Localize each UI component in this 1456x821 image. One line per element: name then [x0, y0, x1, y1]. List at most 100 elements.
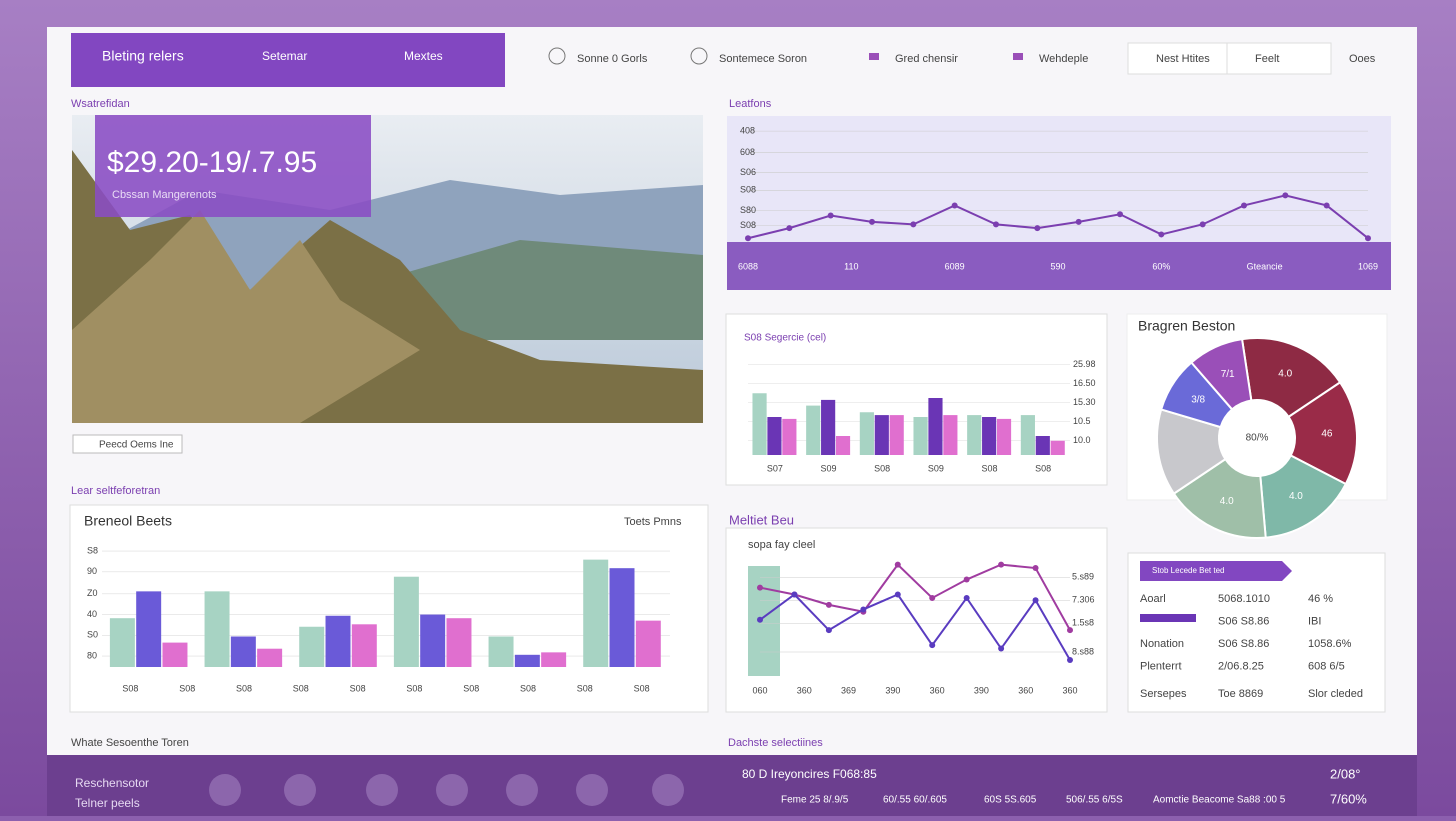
point [910, 221, 917, 228]
footer-icon [284, 774, 316, 806]
bar [1035, 436, 1050, 455]
hero-valley [380, 240, 703, 340]
bar [609, 568, 635, 667]
x-tick-label: S08 [577, 683, 593, 693]
bar [136, 591, 162, 667]
bar [257, 648, 283, 667]
slice-label: 3/8 [1191, 395, 1205, 406]
y-tick-label: S08 [740, 220, 756, 230]
y-tick-label: S0 [87, 630, 98, 640]
tab[interactable]: Setemar [262, 49, 307, 63]
point [894, 591, 901, 598]
point [998, 645, 1005, 652]
button[interactable] [72, 434, 183, 454]
row-label: Sersepes [1140, 688, 1187, 700]
footer-icon [652, 774, 684, 806]
point [1158, 231, 1165, 238]
footer-stat: 506/.55 6/5S [1066, 795, 1123, 806]
x-tick-label: S08 [874, 463, 890, 473]
point [1032, 597, 1039, 604]
card-title: Meltiet Beu [729, 512, 794, 527]
point [825, 601, 832, 608]
slice [1240, 337, 1342, 419]
section-label: Dachste selectiines [728, 737, 823, 749]
point [757, 584, 763, 591]
bar [204, 591, 230, 667]
y-tick-label: 408 [740, 125, 755, 135]
input[interactable] [1226, 42, 1332, 75]
point [786, 225, 793, 232]
footer-stat: Aomctie Beacome Sa88 :00 5 [1153, 795, 1286, 806]
tool-label[interactable]: Gred chensir [895, 53, 958, 65]
tool-label[interactable]: Nest Htites [1156, 53, 1210, 65]
bar [162, 642, 188, 667]
cell: S06 S8.86 [1218, 638, 1269, 650]
point [827, 212, 834, 219]
row-label: Aoarl [1140, 593, 1166, 605]
tab[interactable]: Mextes [404, 49, 443, 63]
point [869, 218, 875, 225]
bar [446, 618, 472, 667]
x-tick-label: Gteancie [1247, 261, 1283, 271]
section-label: Lear seltfeforetran [71, 485, 160, 497]
line [759, 563, 1071, 631]
tool-label[interactable]: Feelt [1255, 53, 1279, 65]
x-tick-label: 369 [841, 685, 856, 695]
bar [1020, 415, 1035, 455]
x-tick-label: S08 [293, 683, 309, 693]
row-label: Nonation [1140, 638, 1184, 650]
cell: IBI [1308, 615, 1321, 627]
x-tick-label: S09 [928, 463, 944, 473]
table-bar [1140, 614, 1196, 622]
point [1241, 202, 1247, 209]
bar [635, 620, 661, 667]
footer-bar [47, 755, 1417, 816]
point [860, 606, 867, 613]
point [757, 616, 763, 623]
button-label[interactable]: Peecd Oems Ine [99, 440, 174, 451]
center-label: 80/% [1246, 433, 1269, 444]
app-title: Bleting relers [102, 48, 184, 64]
x-tick-label: 060 [752, 685, 767, 695]
point [929, 642, 936, 649]
tool-label[interactable]: Sontemece Soron [719, 53, 807, 65]
point [993, 221, 999, 228]
bar [230, 636, 256, 667]
tool-label[interactable]: Ooes [1349, 53, 1376, 65]
y-tick-label: 16.50 [1073, 378, 1096, 388]
bar [488, 636, 514, 667]
y-tick-label: 10.0 [1073, 435, 1091, 445]
point [1067, 657, 1073, 664]
caption: $29.20-19/.7.95 [107, 146, 317, 179]
bar [325, 615, 351, 667]
point [1282, 192, 1289, 199]
bar [928, 398, 943, 455]
y-tick-label: 5.s89 [1072, 572, 1094, 582]
x-tick-label: S08 [179, 683, 195, 693]
bar [541, 652, 567, 667]
cell: 5068.1010 [1218, 593, 1270, 605]
bar [982, 417, 997, 455]
section-label: Wsatrefidan [71, 98, 130, 110]
point [1365, 235, 1371, 242]
card [725, 313, 1108, 486]
bar [913, 417, 928, 455]
point [963, 576, 970, 583]
tool-label[interactable]: Wehdeple [1039, 53, 1088, 65]
footer-value: 2/08° [1330, 766, 1361, 781]
icon [869, 53, 879, 60]
line [759, 593, 1071, 661]
footer-stat: 60S 5S.605 [984, 795, 1037, 806]
table-banner [1140, 561, 1292, 581]
bar [420, 614, 446, 667]
footer-icon [576, 774, 608, 806]
input[interactable] [1127, 42, 1233, 75]
x-tick-label: S08 [1035, 463, 1051, 473]
footer-icon [506, 774, 538, 806]
point [745, 235, 751, 242]
bar [859, 412, 874, 455]
icon [1013, 53, 1023, 60]
y-tick-label: 10.5 [1073, 416, 1091, 426]
cell: Slor cleded [1308, 688, 1363, 700]
tool-label[interactable]: Sonne 0 Gorls [577, 53, 648, 65]
